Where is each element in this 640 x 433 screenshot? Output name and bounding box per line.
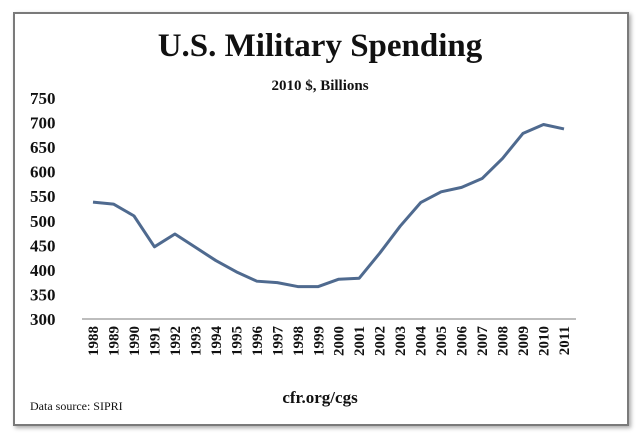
site-label: cfr.org/cgs	[282, 388, 358, 407]
x-tick-label: 2011	[557, 326, 573, 355]
y-tick-label: 400	[30, 261, 56, 280]
chart-title: U.S. Military Spending	[157, 28, 483, 64]
x-tick-label: 1993	[188, 326, 204, 356]
series-line	[92, 123, 565, 289]
x-tick-label: 2007	[475, 326, 491, 357]
y-tick-label: 300	[30, 310, 56, 329]
x-tick-label: 2010	[537, 326, 553, 356]
y-tick-label: 750	[30, 89, 56, 108]
chart-frame	[13, 12, 629, 426]
x-tick-label: 1991	[147, 326, 163, 356]
x-tick-label: 2004	[414, 326, 430, 357]
data-source-label: Data source: SIPRI	[30, 399, 123, 413]
x-tick-label: 2003	[393, 326, 409, 356]
y-tick-label: 450	[30, 236, 56, 255]
x-tick-label: 1992	[168, 326, 184, 356]
x-tick-label: 1990	[127, 326, 143, 356]
y-tick-label: 650	[30, 138, 56, 157]
y-tick-label: 600	[30, 163, 56, 182]
x-tick-label: 1989	[106, 326, 122, 356]
y-tick-label: 500	[30, 212, 56, 231]
y-tick-label: 350	[30, 285, 56, 304]
x-tick-label: 2009	[516, 326, 532, 356]
x-tick-label: 2005	[434, 326, 450, 356]
x-tick-label: 1995	[229, 326, 245, 356]
x-tick-label: 1988	[86, 326, 102, 356]
y-tick-label: 550	[30, 187, 56, 206]
x-tick-label: 2008	[496, 326, 512, 356]
chart-subtitle: 2010 $, Billions	[271, 78, 369, 94]
x-tick-label: 1999	[311, 326, 327, 356]
x-tick-label: 2006	[455, 326, 471, 357]
x-tick-label: 2000	[332, 326, 348, 356]
x-tick-label: 1994	[209, 326, 225, 357]
x-tick-label: 2001	[352, 326, 368, 356]
x-tick-label: 1997	[270, 326, 286, 357]
x-tick-label: 1998	[291, 326, 307, 356]
x-tick-label: 2002	[373, 326, 389, 356]
x-tick-label: 1996	[250, 326, 266, 357]
y-tick-label: 700	[30, 114, 56, 133]
